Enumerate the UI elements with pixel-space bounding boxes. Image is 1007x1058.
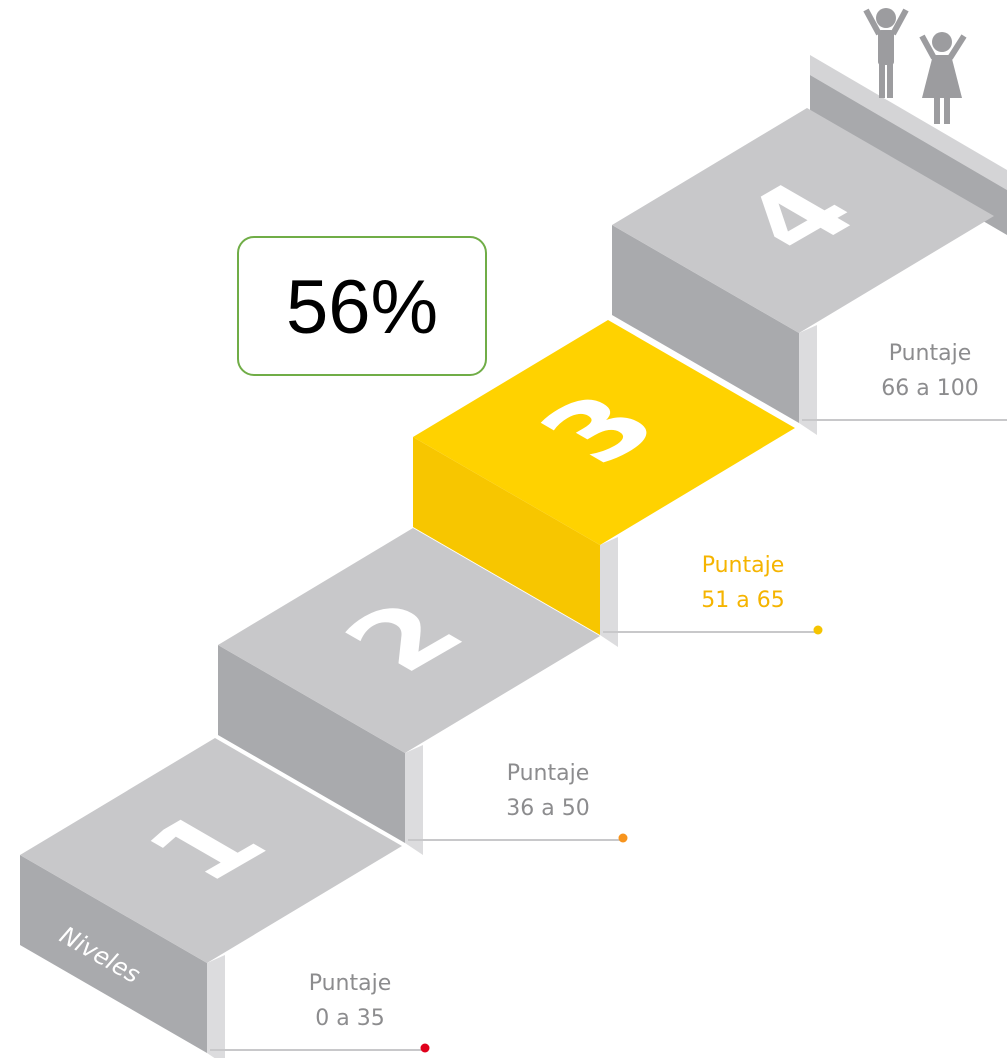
level-label: Puntaje [507, 761, 590, 786]
level-range: 51 a 65 [701, 588, 784, 613]
step-riser [20, 855, 207, 1053]
leader-dot [618, 833, 628, 843]
step-top [413, 320, 795, 545]
step-side [799, 325, 817, 435]
step-top [612, 108, 994, 333]
step-side [405, 745, 423, 855]
badge-box [237, 236, 487, 376]
step-riser [413, 437, 600, 635]
badge: 56% [237, 236, 487, 376]
level-range: 36 a 50 [506, 796, 589, 821]
level-range: 66 a 100 [881, 376, 978, 401]
step-side [207, 955, 225, 1058]
level-label: Puntaje [889, 341, 972, 366]
badge-text: 56% [286, 265, 438, 350]
step-riser [612, 225, 799, 423]
people-icon [863, 8, 967, 124]
leader-dot [420, 1043, 430, 1053]
back-wall [810, 75, 1007, 235]
step-top [218, 528, 600, 753]
level-label: Puntaje [702, 553, 785, 578]
level-range: 0 a 35 [315, 1006, 384, 1031]
leader-dot [813, 625, 823, 635]
step-top [20, 738, 402, 963]
step-riser [218, 645, 405, 843]
step-side [600, 537, 618, 647]
level-label: Puntaje [309, 971, 392, 996]
back-wall-top [810, 55, 1007, 190]
